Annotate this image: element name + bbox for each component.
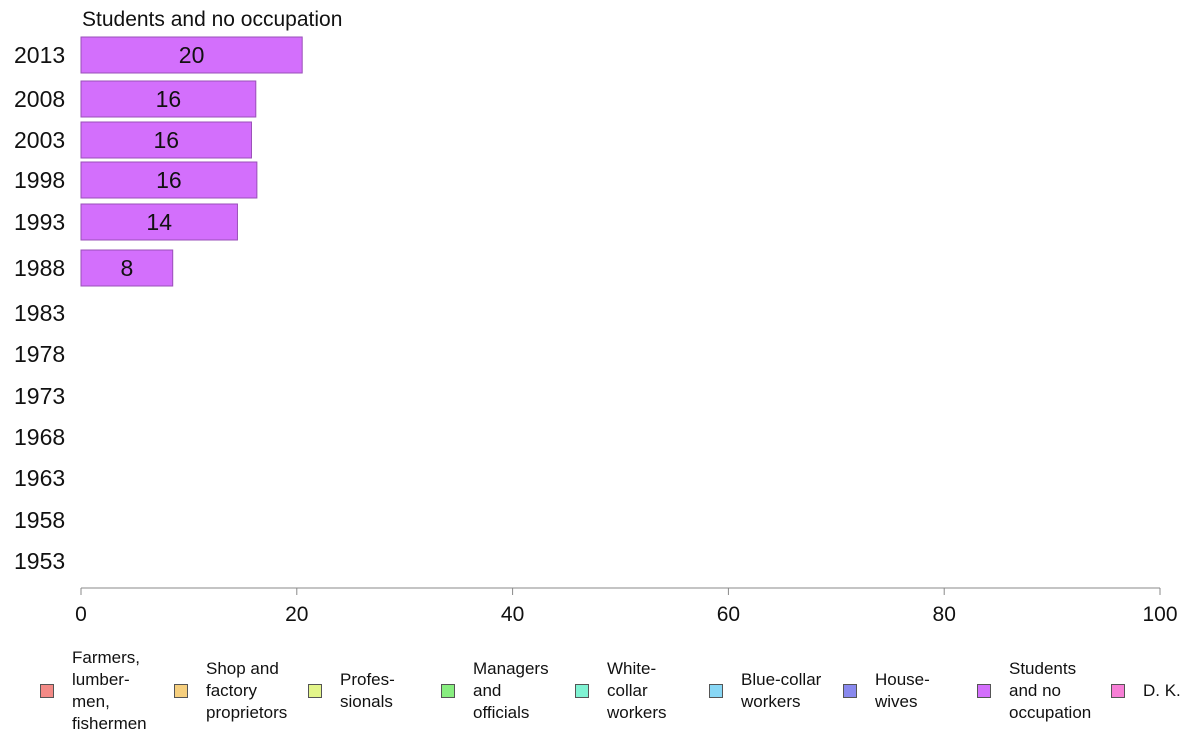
legend-item: Students and no occupation <box>977 658 1091 724</box>
data-label: 14 <box>146 209 172 235</box>
legend-swatch <box>174 684 188 698</box>
legend-item: Managers and officials <box>441 658 549 724</box>
legend-swatch <box>308 684 322 698</box>
category-label: 1953 <box>14 548 65 574</box>
legend-label: D. K. <box>1143 681 1181 700</box>
category-label: 1988 <box>14 255 65 281</box>
bar <box>80 161 258 199</box>
legend-item: Farmers, lumber- men, fishermen <box>40 647 147 735</box>
legend-label: Students and no occupation <box>1009 659 1092 722</box>
legend-swatch <box>709 684 723 698</box>
bar <box>80 36 303 74</box>
category-label: 1998 <box>14 167 65 193</box>
x-tick-label: 80 <box>933 603 956 626</box>
legend-swatch <box>441 684 455 698</box>
legend-label: White- collar workers <box>607 659 667 722</box>
legend-label: House- wives <box>875 670 930 711</box>
bar <box>80 249 174 287</box>
legend-item: Profes- sionals <box>308 669 395 713</box>
data-label: 16 <box>156 167 182 193</box>
x-tick-label: 100 <box>1142 603 1177 626</box>
x-tick-label: 40 <box>501 603 524 626</box>
legend-item: Shop and factory proprietors <box>174 658 287 724</box>
legend-label: Managers and officials <box>473 659 549 722</box>
x-tick-label: 60 <box>717 603 740 626</box>
legend-item: White- collar workers <box>575 658 667 724</box>
x-tick-label: 20 <box>285 603 308 626</box>
legend-swatch <box>843 684 857 698</box>
category-label: 2003 <box>14 127 65 153</box>
legend-swatch <box>977 684 991 698</box>
legend-item: D. K. <box>1111 680 1181 702</box>
category-label: 1968 <box>14 424 65 450</box>
category-label: 1983 <box>14 300 65 326</box>
legend-swatch <box>40 684 54 698</box>
legend-swatch <box>575 684 589 698</box>
data-label: 8 <box>120 255 133 281</box>
chart-title: Students and no occupation <box>82 8 342 31</box>
x-tick-label: 0 <box>75 603 87 626</box>
category-label: 1958 <box>14 507 65 533</box>
legend-swatch <box>1111 684 1125 698</box>
bar <box>80 80 257 118</box>
bar <box>80 121 252 159</box>
category-label: 1963 <box>14 465 65 491</box>
data-label: 20 <box>179 42 205 68</box>
category-label: 1978 <box>14 341 65 367</box>
legend-label: Blue-collar workers <box>741 670 822 711</box>
bar <box>80 203 238 241</box>
category-label: 2008 <box>14 86 65 112</box>
legend-label: Farmers, lumber- men, fishermen <box>72 648 147 733</box>
bar-chart: Students and no occupation 20 16 16 16 14 8 2… <box>14 8 1178 626</box>
legend-item: Blue-collar workers <box>709 669 821 713</box>
data-label: 16 <box>156 86 182 112</box>
legend-label: Profes- sionals <box>340 670 395 711</box>
data-label: 16 <box>153 127 179 153</box>
category-label: 1973 <box>14 383 65 409</box>
legend-label: Shop and factory proprietors <box>206 659 288 722</box>
category-label: 1993 <box>14 209 65 235</box>
category-label: 2013 <box>14 42 65 68</box>
legend-item: House- wives <box>843 669 930 713</box>
